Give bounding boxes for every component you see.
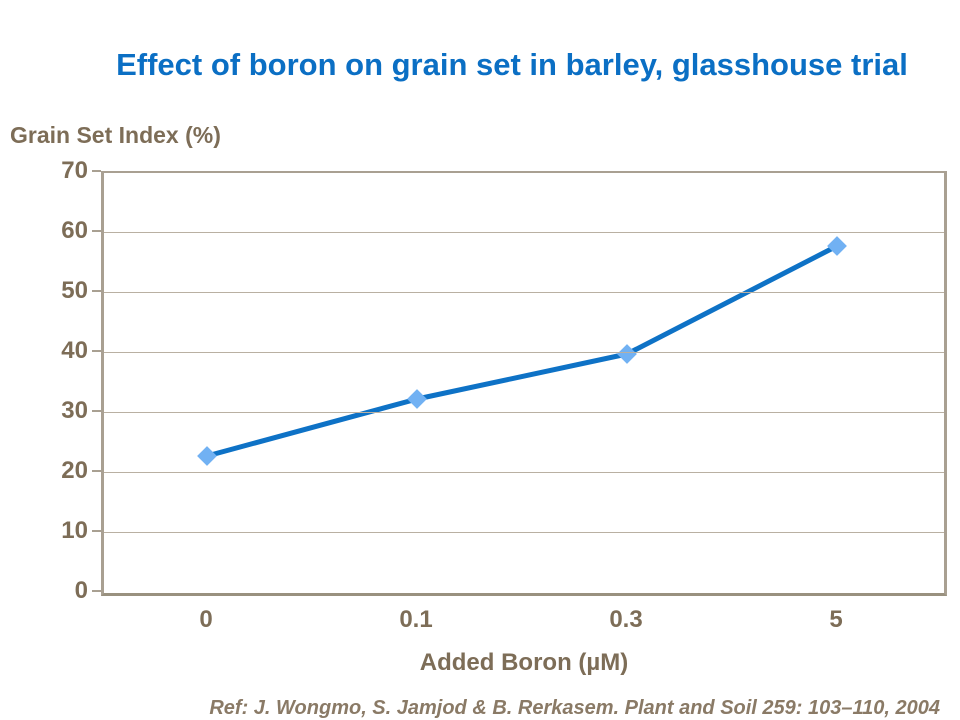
- y-tick-mark-20: [92, 470, 101, 472]
- y-tick-mark-50: [92, 290, 101, 292]
- gridline-40: [104, 352, 944, 353]
- gridline-50: [104, 292, 944, 293]
- plot-area: [101, 171, 947, 596]
- reference-citation: Ref: J. Wongmo, S. Jamjod & B. Rerkasem.…: [209, 697, 940, 719]
- x-tick-label-0.3: 0.3: [609, 606, 643, 633]
- y-tick-label-40: 40: [61, 337, 88, 364]
- gridline-60: [104, 232, 944, 233]
- y-tick-mark-10: [92, 530, 101, 532]
- x-tick-label-0.1: 0.1: [399, 606, 433, 633]
- gridline-20: [104, 472, 944, 473]
- data-point-marker-0.1: [407, 389, 427, 409]
- data-point-marker-5: [827, 236, 847, 256]
- x-axis-title: Added Boron (µM): [419, 649, 629, 676]
- x-tick-label-0: 0: [199, 606, 213, 633]
- y-tick-label-70: 70: [61, 157, 88, 184]
- y-tick-label-60: 60: [61, 217, 88, 244]
- y-tick-mark-70: [92, 170, 101, 172]
- y-axis-title: Grain Set Index (%): [10, 122, 221, 148]
- series-line: [204, 243, 840, 459]
- y-tick-mark-40: [92, 350, 101, 352]
- gridline-10: [104, 532, 944, 533]
- y-tick-mark-60: [92, 230, 101, 232]
- y-tick-mark-0: [92, 590, 101, 592]
- line-series: [197, 236, 847, 466]
- y-tick-label-50: 50: [61, 277, 88, 304]
- y-tick-label-20: 20: [61, 457, 88, 484]
- y-tick-label-10: 10: [61, 517, 88, 544]
- gridline-30: [104, 412, 944, 413]
- data-point-marker-0.3: [617, 344, 637, 364]
- x-tick-label-5: 5: [829, 606, 843, 633]
- data-point-marker-0: [197, 446, 217, 466]
- y-tick-mark-30: [92, 410, 101, 412]
- y-tick-label-30: 30: [61, 397, 88, 424]
- y-tick-label-0: 0: [74, 577, 88, 604]
- chart-title: Effect of boron on grain set in barley, …: [116, 47, 908, 82]
